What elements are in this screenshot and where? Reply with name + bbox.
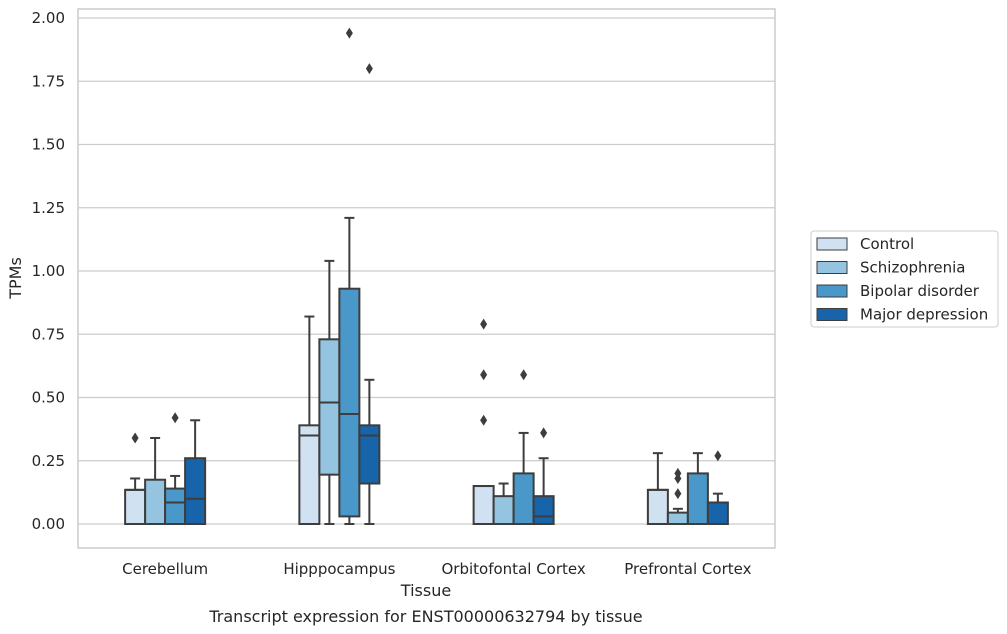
box-major-depression (706, 450, 729, 525)
outlier-point (131, 432, 139, 444)
x-tick-labels: Cerebellum Hipppocampus Orbitofontal Corte… (122, 560, 751, 578)
outlier-point (171, 412, 179, 424)
outlier-point (540, 427, 548, 439)
box-control (124, 432, 147, 525)
box-bipolar-disorder (686, 452, 709, 525)
legend-label: Schizophrenia (860, 259, 965, 277)
y-tick-label: 1.75 (32, 72, 65, 90)
chart-caption: Transcript expression for ENST0000063279… (208, 607, 642, 626)
gridlines (78, 17, 775, 525)
legend-label: Bipolar disorder (860, 282, 980, 300)
box-iqr (318, 338, 341, 476)
outlier-point (480, 414, 488, 426)
outlier-point (365, 63, 373, 75)
box-bipolar-disorder (164, 412, 187, 525)
box-iqr (472, 485, 495, 525)
box-iqr (706, 501, 729, 525)
legend-label: Control (860, 235, 914, 253)
outlier-point (345, 27, 353, 39)
legend-frame (810, 230, 999, 328)
box-iqr (144, 478, 167, 526)
outlier-point (480, 318, 488, 330)
box-bipolar-disorder (338, 27, 361, 525)
box-iqr (512, 472, 535, 525)
outlier-point (674, 488, 682, 500)
box-iqr (686, 472, 709, 525)
box-iqr (666, 511, 689, 525)
y-tick-label: 0.25 (32, 452, 65, 470)
legend-items: Control Schizophrenia Bipolar disorder Majo… (816, 235, 988, 324)
box-iqr (164, 487, 187, 525)
y-tick-label: 0.00 (32, 515, 65, 533)
y-tick-label: 2.00 (32, 9, 65, 27)
box-bipolar-disorder (512, 369, 535, 525)
y-tick-label: 0.75 (32, 325, 65, 343)
box-iqr (124, 488, 147, 525)
box-schizophrenia (144, 436, 167, 526)
legend-label: Major depression (860, 306, 988, 324)
box-iqr (184, 457, 207, 525)
box-iqr (492, 495, 515, 526)
y-axis-label: TPMs (6, 257, 25, 300)
box-iqr (646, 488, 669, 525)
x-tick-label: Orbitofontal Cortex (442, 560, 586, 578)
x-tick-label: Prefrontal Cortex (624, 560, 751, 578)
box-control (298, 315, 321, 525)
x-tick-label: Hipppocampus (283, 560, 395, 578)
outlier-point (674, 467, 682, 479)
box-control (472, 318, 495, 525)
box-control (646, 452, 669, 525)
outlier-point (714, 450, 722, 462)
y-tick-label: 0.50 (32, 389, 65, 407)
plot-area-frame (77, 8, 776, 549)
box-schizophrenia (666, 467, 689, 525)
legend: Control Schizophrenia Bipolar disorder Majo… (810, 230, 999, 328)
y-tick-label: 1.00 (32, 262, 65, 280)
legend-swatch (816, 237, 848, 251)
box-iqr (338, 287, 361, 518)
x-axis-label: Tissue (400, 581, 451, 600)
y-tick-labels: 0.00 0.25 0.50 0.75 1.00 1.25 1.50 1.75 2.00 (32, 9, 65, 533)
box-major-depression (532, 427, 555, 526)
legend-swatch (816, 308, 848, 321)
box-major-depression (358, 63, 381, 525)
outlier-point (520, 369, 528, 381)
box-major-depression (184, 419, 207, 525)
boxes (124, 27, 729, 526)
box-iqr (532, 495, 555, 526)
x-tick-label: Cerebellum (122, 560, 208, 578)
box-schizophrenia (492, 482, 515, 526)
outlier-point (480, 369, 488, 381)
box-iqr (298, 424, 321, 525)
y-tick-label: 1.50 (32, 136, 65, 154)
legend-swatch (816, 284, 848, 298)
box-schizophrenia (318, 259, 341, 525)
y-tick-label: 1.25 (32, 199, 65, 217)
legend-swatch (816, 261, 848, 274)
box-iqr (358, 424, 381, 485)
